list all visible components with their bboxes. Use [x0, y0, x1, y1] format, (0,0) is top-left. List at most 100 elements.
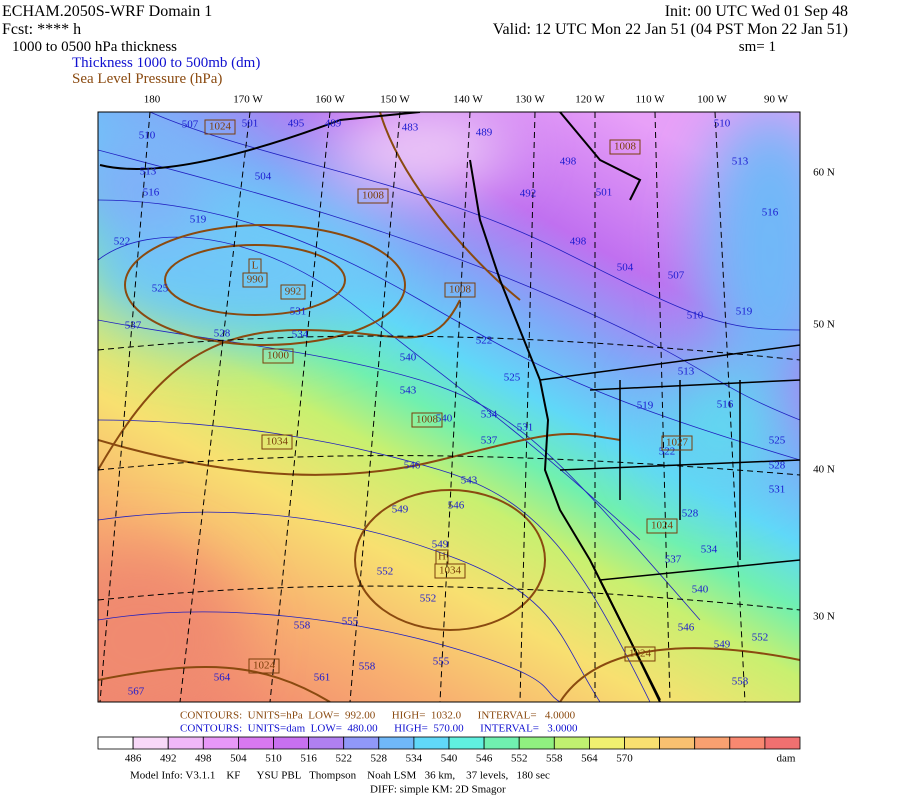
- model-title: ECHAM.2050S-WRF Domain 1: [2, 3, 212, 20]
- thickness-label: 516: [717, 399, 734, 411]
- thickness-label: 537: [665, 554, 682, 566]
- pressure-label-box: [444, 282, 476, 298]
- colorbar-swatch: [273, 736, 309, 750]
- thickness-label: 558: [294, 620, 311, 632]
- thickness-label: 513: [732, 156, 749, 168]
- model-info: Model Info: V3.1.1 KF YSU PBL Thompson N…: [130, 770, 550, 782]
- thickness-label: 513: [678, 366, 695, 378]
- thickness-label: 534: [701, 544, 718, 556]
- colorbar-swatch: [132, 736, 169, 750]
- thickness-label: 546: [678, 622, 695, 634]
- thickness-label: 525: [504, 372, 521, 384]
- longitude-label: 150 W: [380, 94, 410, 106]
- thickness-label: 510: [687, 310, 704, 322]
- map-frame: [97, 111, 801, 703]
- pressure-label-box: [661, 435, 693, 451]
- pressure-label: 1034: [439, 565, 462, 577]
- longitude-label: 180: [144, 94, 161, 106]
- latitude-label: 60 N: [813, 167, 835, 179]
- pressure-label: 1034: [266, 436, 289, 448]
- thickness-label: 528: [214, 328, 231, 340]
- diff-info: DIFF: simple KM: 2D Smagor: [370, 784, 506, 796]
- colorbar-label: 564: [581, 753, 598, 765]
- graticule: [98, 112, 800, 702]
- pressure-label-box: [646, 518, 678, 534]
- thickness-label: 516: [762, 207, 779, 219]
- thickness-legend: Thickness 1000 to 500mb (dm): [72, 55, 260, 71]
- pressure-label: 1024: [651, 520, 674, 532]
- colorbar-swatch: [483, 736, 520, 750]
- field-name: 1000 to 0500 hPa thickness: [12, 39, 177, 55]
- colorbar-label: 492: [160, 753, 177, 765]
- pressure-label: H: [438, 551, 446, 563]
- pressure-label: 1024: [629, 648, 652, 660]
- thickness-label: 528: [682, 508, 699, 520]
- thickness-label: 525: [152, 283, 169, 295]
- init-time: Init: 00 UTC Wed 01 Sep 48: [665, 3, 848, 20]
- colorbar-label: 546: [476, 753, 493, 765]
- thickness-label: 567: [128, 686, 145, 698]
- pressure-label-box: [609, 139, 641, 155]
- thickness-label: 552: [377, 566, 394, 578]
- longitude-label: 100 W: [697, 94, 727, 106]
- thickness-label: 489: [476, 127, 493, 139]
- thickness-label: 501: [596, 187, 613, 199]
- thickness-label: 540: [436, 413, 453, 425]
- colorbar-label: 504: [230, 753, 247, 765]
- pressure-label: 1008: [416, 414, 439, 426]
- coastline: [99, 112, 661, 702]
- pressure-label: 1027: [666, 437, 689, 449]
- longitude-label: 90 W: [764, 94, 789, 106]
- thickness-label: 537: [481, 435, 498, 447]
- thickness-label: 543: [461, 475, 478, 487]
- colorbar-unit: dam: [777, 753, 796, 765]
- colorbar-swatch: [448, 736, 485, 750]
- thickness-label: 546: [404, 460, 421, 472]
- colorbar-label: 486: [125, 753, 142, 765]
- colorbar-swatch: [413, 736, 450, 750]
- latitude-label: 40 N: [813, 464, 835, 476]
- pressure-label-box: [357, 188, 389, 204]
- thickness-label: 510: [714, 118, 731, 130]
- thickness-label: 519: [190, 214, 207, 226]
- colorbar-swatch: [624, 736, 660, 750]
- colorbar-swatch: [308, 736, 345, 750]
- thickness-shading: [98, 112, 800, 702]
- thickness-label: 540: [692, 584, 709, 596]
- thickness-label: 522: [476, 335, 493, 347]
- colorbar-swatch: [343, 736, 380, 750]
- colorbar-swatch: [553, 736, 590, 750]
- pressure-label: 992: [285, 286, 302, 298]
- thickness-label: 552: [752, 632, 769, 644]
- colorbar-label: 570: [616, 753, 633, 765]
- thickness-label: 519: [736, 306, 753, 318]
- pressure-label: 1000: [267, 350, 290, 362]
- thickness-label: 531: [290, 306, 307, 318]
- colorbar-swatch: [589, 736, 625, 750]
- colorbar-label: 522: [335, 753, 352, 765]
- thickness-label: 549: [432, 539, 449, 551]
- thickness-label: 504: [617, 262, 634, 274]
- pressure-label: 1024: [209, 121, 232, 133]
- pressure-label: 1008: [362, 190, 385, 202]
- pressure-label-box: [248, 658, 280, 674]
- longitude-label: 110 W: [635, 94, 665, 106]
- thickness-label: 498: [570, 236, 587, 248]
- pressure-label-box: [242, 272, 268, 288]
- colorbar-label: 528: [371, 753, 388, 765]
- colorbar-swatch: [237, 736, 274, 750]
- thickness-label: 531: [769, 484, 786, 496]
- thickness-label: 492: [520, 188, 537, 200]
- thickness-label: 555: [433, 656, 450, 668]
- smoothing: sm= 1: [739, 39, 776, 55]
- thickness-label: 504: [255, 171, 272, 183]
- longitude-label: 170 W: [233, 94, 263, 106]
- colorbar-label: 558: [546, 753, 563, 765]
- colorbar-label: 510: [265, 753, 282, 765]
- thickness-label: 528: [769, 460, 786, 472]
- thickness-label: 507: [668, 270, 685, 282]
- pressure-label: 1024: [253, 660, 276, 672]
- thickness-label: 537: [125, 320, 142, 332]
